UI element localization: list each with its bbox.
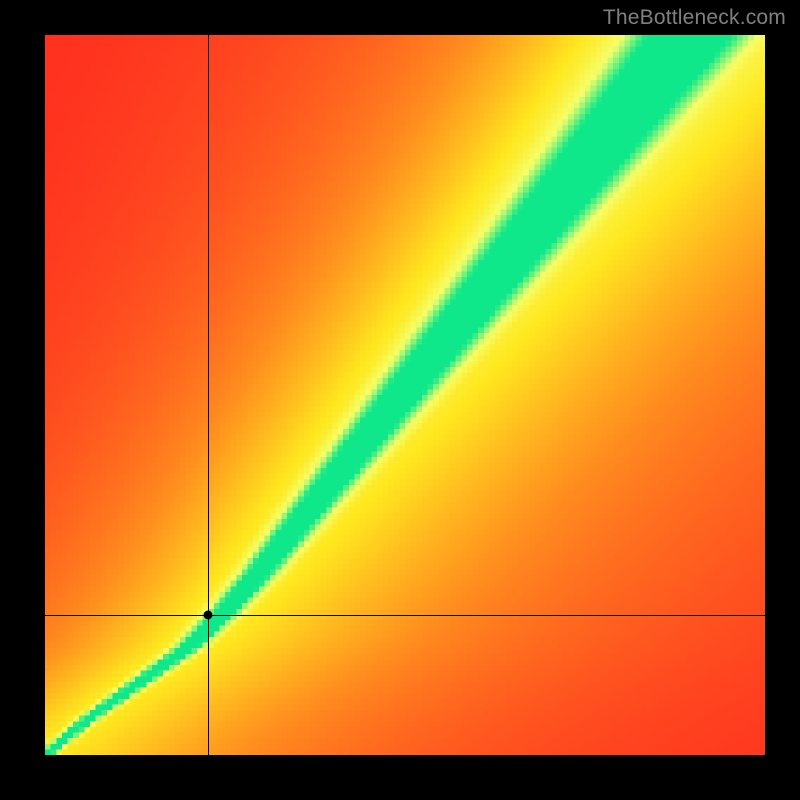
crosshair-marker <box>204 610 213 619</box>
watermark-text: TheBottleneck.com <box>603 6 786 30</box>
crosshair-horizontal <box>45 615 765 616</box>
heatmap-canvas <box>45 35 765 755</box>
bottleneck-heatmap <box>45 35 765 755</box>
crosshair-vertical <box>208 35 209 755</box>
